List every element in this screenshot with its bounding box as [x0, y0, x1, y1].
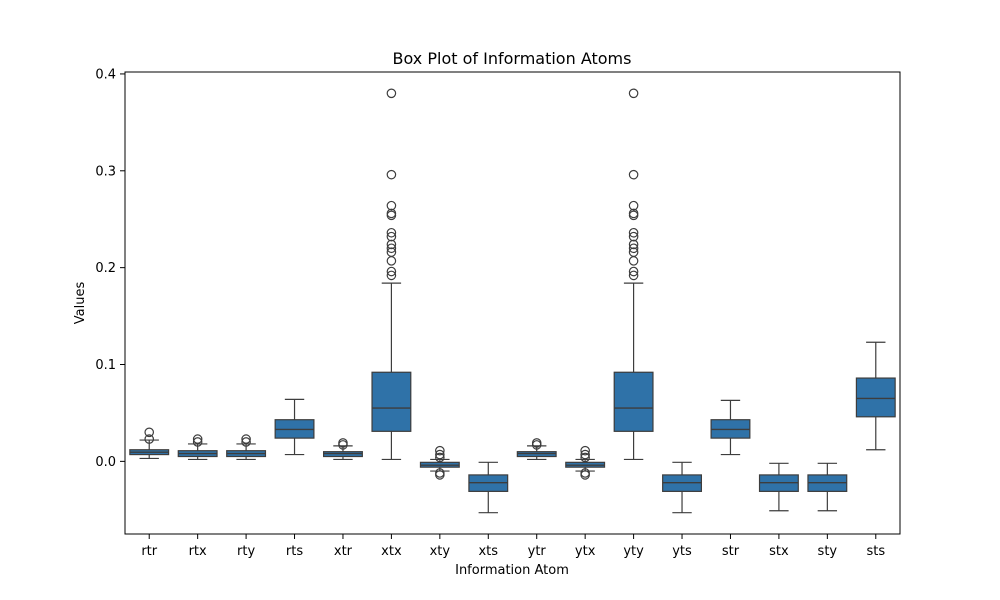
outlier-point	[628, 270, 639, 281]
outlier-point	[435, 470, 445, 480]
y-tick-label: 0.4	[95, 67, 116, 82]
box-group-str	[710, 399, 751, 456]
outlier-point	[144, 434, 155, 444]
outlier-point	[241, 437, 251, 447]
y-tick-label: 0.0	[95, 455, 116, 470]
outlier-point	[628, 266, 639, 277]
x-tick-label: rtx	[189, 544, 207, 559]
outlier-point	[628, 243, 639, 254]
y-axis-title: Values	[73, 282, 88, 325]
outlier-point	[241, 434, 251, 444]
outlier-point	[435, 452, 445, 463]
outlier-point	[386, 243, 397, 254]
outlier-point	[386, 208, 397, 219]
x-tick-label: str	[722, 544, 740, 559]
outlier-point	[386, 169, 397, 180]
box-body	[855, 377, 896, 418]
outlier-point	[386, 88, 397, 99]
box-group-xty	[419, 445, 460, 480]
outlier-point	[386, 200, 397, 211]
box-group-yts	[662, 461, 703, 514]
plot-area	[129, 88, 896, 514]
outlier-point	[386, 266, 397, 277]
box-group-sts	[855, 341, 896, 451]
outlier-point	[435, 449, 445, 460]
outlier-point	[192, 434, 203, 444]
box-group-sty	[807, 462, 848, 512]
box-group-rtx	[177, 434, 218, 461]
outlier-point	[580, 470, 590, 480]
x-tick-label: rtr	[141, 544, 157, 559]
outlier-point	[531, 438, 542, 448]
box-group-yty	[613, 88, 654, 461]
y-tick-label: 0.2	[95, 261, 116, 276]
outlier-point	[435, 445, 445, 456]
box-group-rts	[274, 398, 315, 456]
x-tick-label: ytr	[528, 544, 547, 559]
outlier-point	[628, 247, 639, 257]
y-tick-label: 0.1	[95, 358, 116, 373]
x-tick-label: xtx	[381, 544, 402, 559]
outlier-point	[386, 270, 397, 281]
x-tick-label: stx	[769, 544, 789, 559]
outlier-point	[192, 437, 203, 447]
box-group-rtr	[129, 427, 170, 460]
x-tick-label: yty	[623, 544, 644, 559]
chart-title: Box Plot of Information Atoms	[393, 49, 632, 68]
outlier-point	[628, 227, 639, 238]
outlier-point	[386, 239, 397, 250]
box-group-xts	[468, 461, 509, 514]
outlier-point	[580, 449, 590, 460]
x-axis-title: Information Atom	[455, 563, 569, 578]
x-axis: rtr rtx rty rts xtr xtx xty xts ytr ytx yty yts str s…	[141, 534, 885, 559]
outlier-point	[628, 200, 639, 211]
box-group-rty	[226, 434, 267, 461]
box-group-xtx	[371, 88, 412, 461]
x-tick-label: xty	[430, 544, 451, 559]
box-group-xtr	[322, 438, 363, 461]
box-body	[613, 371, 654, 432]
x-tick-label: xts	[478, 544, 498, 559]
outlier-point	[338, 438, 348, 448]
outlier-point	[580, 452, 590, 463]
y-axis: 0.0 0.1 0.2 0.3 0.4	[95, 67, 125, 470]
outlier-point	[628, 239, 639, 250]
x-tick-label: sty	[818, 544, 838, 559]
outlier-point	[386, 247, 397, 257]
outlier-point	[628, 231, 639, 242]
x-tick-label: rts	[286, 544, 303, 559]
x-tick-label: rty	[237, 544, 255, 559]
box-group-stx	[758, 462, 799, 512]
outlier-point	[580, 445, 590, 456]
plot-frame	[124, 71, 901, 535]
outlier-point	[628, 169, 639, 180]
y-tick-label: 0.3	[95, 164, 116, 179]
box-group-ytr	[516, 438, 557, 461]
box-body	[371, 371, 412, 432]
outlier-point	[386, 227, 397, 238]
outlier-point	[628, 208, 639, 219]
x-tick-label: ytx	[575, 544, 596, 559]
outlier-point	[386, 231, 397, 242]
outlier-point	[144, 427, 155, 438]
box-group-ytx	[565, 445, 606, 480]
x-tick-label: sts	[866, 544, 885, 559]
x-tick-label: yts	[672, 544, 692, 559]
x-tick-label: xtr	[334, 544, 353, 559]
outlier-point	[628, 88, 639, 99]
